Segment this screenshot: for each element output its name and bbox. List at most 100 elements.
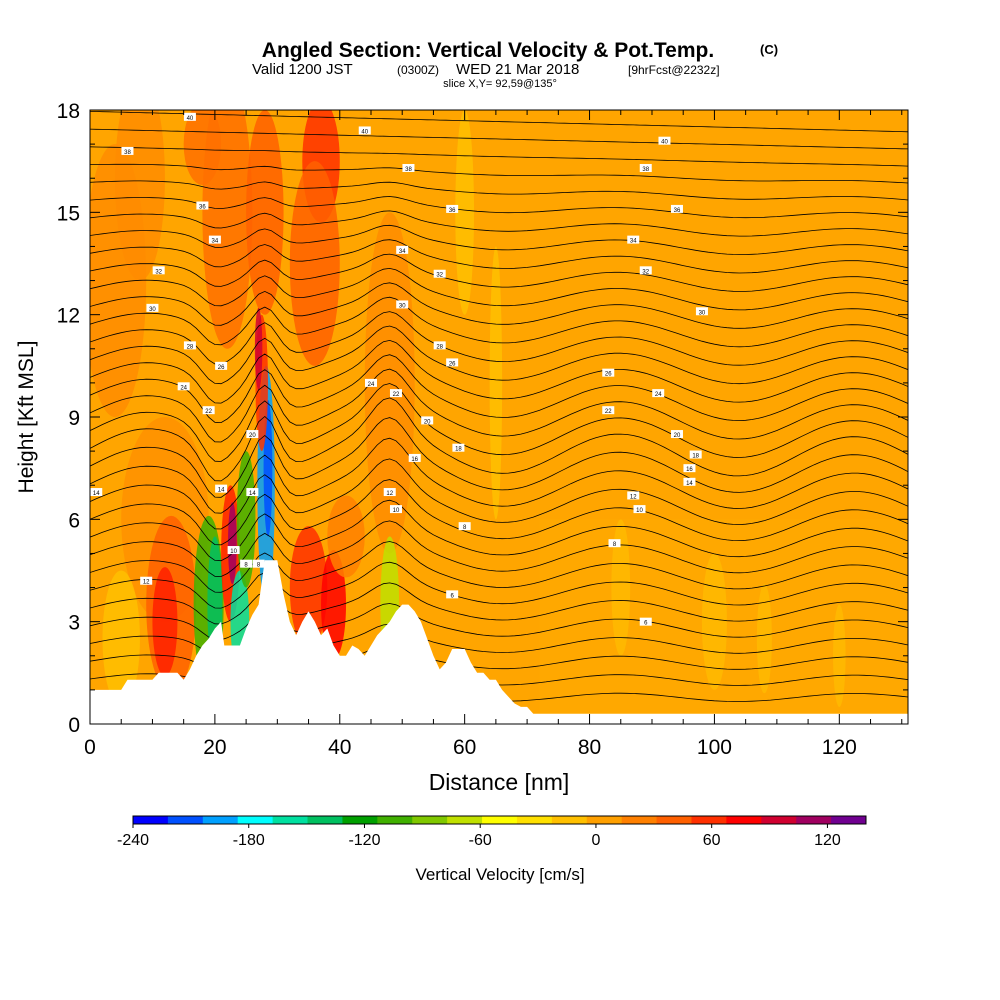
- contour-label-bg: [140, 576, 153, 585]
- colorbar-swatch: [307, 816, 343, 824]
- x-tick-label: 60: [453, 736, 476, 759]
- theta-contour: [90, 253, 908, 292]
- subtitle-forecast: [9hrFcst@2232z]: [628, 63, 720, 77]
- colorbar-swatch: [272, 816, 309, 824]
- theta-contour: [90, 397, 908, 482]
- colorbar-swatch: [377, 816, 413, 824]
- contour-label: 14: [215, 484, 228, 494]
- contour-label: 30: [695, 307, 708, 316]
- contour-label-bg: [602, 406, 615, 415]
- y-tick-label: 3: [68, 612, 80, 635]
- theta-contour: [90, 561, 908, 609]
- contour-label-text: 20: [424, 419, 431, 425]
- contour-label-text: 10: [393, 508, 400, 514]
- contour-label: 14: [246, 488, 259, 497]
- contour-label-bg: [689, 450, 702, 459]
- contour-label: 30: [396, 300, 409, 309]
- theta-contour: [90, 520, 908, 577]
- contour-label: 32: [639, 266, 652, 275]
- contour-label-bg: [364, 378, 377, 387]
- colorbar-swatch: [551, 816, 588, 824]
- contour-label-bg: [408, 453, 421, 462]
- contour-label-bg: [383, 488, 396, 497]
- theta-contour: [90, 354, 908, 424]
- contour-label-bg: [252, 559, 265, 568]
- theta-contour: [90, 111, 908, 133]
- colorbar-title: Vertical Velocity [cm/s]: [415, 865, 584, 884]
- colorbar-tick-label: -180: [233, 832, 265, 849]
- colorbar-tick-label: 60: [703, 832, 721, 849]
- contour-label-bg: [639, 617, 652, 626]
- contour-label: 40: [358, 126, 371, 135]
- colorbar-tick-label: -60: [469, 832, 492, 849]
- contour-label-text: 24: [180, 385, 187, 391]
- x-axis: 0 20 40 60 80 100 120: [84, 110, 903, 759]
- contour-label-bg: [627, 491, 640, 500]
- x-tick-label: 0: [84, 736, 96, 759]
- y-axis-label: Height [Kft MSL]: [15, 341, 38, 494]
- contour-label: 34: [627, 235, 640, 245]
- velocity-region: [539, 519, 908, 714]
- contour-label-bg: [152, 266, 165, 275]
- velocity-blob: [246, 110, 284, 315]
- contour-label-text: 8: [463, 525, 467, 531]
- contour-label: 20: [421, 416, 434, 425]
- contour-label-bg: [639, 266, 652, 275]
- contour-label-bg: [358, 126, 371, 135]
- contour-label: 8: [252, 559, 265, 569]
- contour-label-text: 12: [386, 491, 393, 497]
- contour-label: 20: [246, 430, 259, 439]
- colorbar-swatch: [691, 816, 727, 824]
- contour-label-bg: [446, 358, 459, 367]
- theta-contour: [90, 417, 908, 498]
- velocity-blob: [102, 570, 140, 707]
- contour-label-bg: [658, 136, 671, 145]
- contour-label: 32: [152, 266, 165, 275]
- contour-label: 24: [177, 382, 190, 391]
- contour-label: 26: [602, 368, 615, 378]
- colorbar-tick-label: -120: [348, 832, 380, 849]
- contour-label-text: 36: [199, 205, 206, 211]
- contour-label-text: 40: [661, 140, 668, 146]
- contour-label-bg: [246, 488, 259, 497]
- velocity-blob: [611, 519, 631, 656]
- contour-label-text: 36: [449, 208, 456, 214]
- contour-label-bg: [452, 443, 465, 452]
- contour-label-text: 14: [93, 491, 100, 497]
- contour-label-bg: [695, 307, 708, 316]
- contour-label: 8: [608, 539, 621, 548]
- velocity-blob: [833, 604, 846, 707]
- contour-label-text: 32: [155, 269, 162, 275]
- contour-label-bg: [446, 590, 459, 599]
- contour-label-text: 38: [642, 167, 649, 173]
- contour-label-text: 38: [124, 150, 131, 156]
- x-tick-label: 20: [203, 736, 226, 759]
- contour-label-bg: [670, 204, 683, 213]
- velocity-blob: [202, 110, 253, 349]
- contour-label-bg: [246, 430, 259, 439]
- y-tick-label: 12: [57, 305, 80, 328]
- contour-label-text: 20: [674, 433, 681, 439]
- contour-label-text: 26: [449, 361, 456, 367]
- theta-contour: [90, 146, 908, 167]
- contour-label-bg: [227, 546, 240, 555]
- chart-subtitle: Valid 1200 JST (0300Z) WED 21 Mar 2018 […: [252, 61, 720, 78]
- theta-contour: [90, 582, 908, 625]
- contour-label-bg: [683, 464, 696, 473]
- contour-label: 16: [683, 464, 696, 473]
- theta-contour: [90, 458, 908, 530]
- x-tick-label: 120: [822, 736, 857, 759]
- y-tick-label: 18: [57, 100, 80, 123]
- contour-label-bg: [215, 484, 228, 493]
- velocity-blob: [756, 584, 772, 694]
- contour-label-text: 24: [655, 392, 662, 398]
- theta-contour: [90, 603, 908, 641]
- contour-label: 34: [208, 235, 221, 245]
- theta-contour: [90, 499, 908, 562]
- contour-label: 24: [364, 378, 377, 388]
- contour-label-text: 16: [411, 457, 418, 463]
- colorbar-frame: [132, 815, 867, 825]
- colorbar-swatch: [342, 816, 378, 824]
- contour-label: 6: [639, 617, 652, 627]
- contour-label-bg: [633, 505, 646, 514]
